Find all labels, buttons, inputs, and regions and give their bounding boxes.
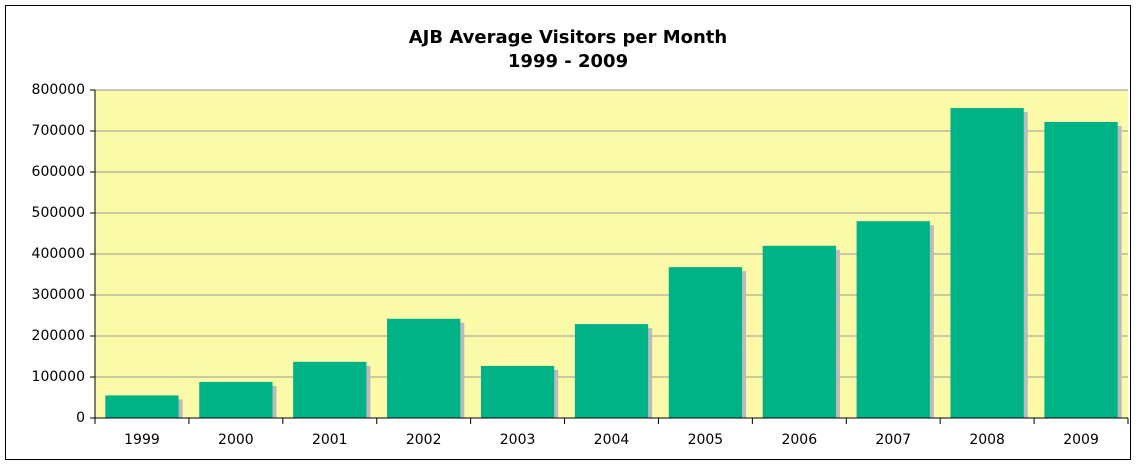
x-tick-label: 1999 [124, 432, 160, 448]
y-tick-label: 600000 [32, 164, 85, 180]
y-tick-label: 200000 [32, 328, 85, 344]
chart-title: AJB Average Visitors per Month [409, 27, 727, 48]
bar [668, 267, 743, 418]
x-tick-label: 2001 [312, 432, 348, 448]
bar [856, 221, 930, 418]
y-tick-label: 500000 [32, 205, 85, 221]
bar [1044, 121, 1118, 418]
bar [199, 381, 273, 418]
bar [480, 365, 555, 418]
y-tick-label: 300000 [32, 287, 85, 303]
chart-subtitle: 1999 - 2009 [508, 51, 628, 72]
bar [105, 395, 179, 418]
y-tick-label: 700000 [32, 123, 85, 139]
x-tick-label: 2005 [688, 432, 724, 448]
y-tick-label: 400000 [32, 246, 85, 262]
bar [387, 318, 461, 418]
bar [762, 245, 836, 418]
bar [293, 361, 367, 418]
x-tick-label: 2004 [594, 432, 630, 448]
y-tick-label: 0 [76, 410, 85, 426]
bar [574, 324, 649, 418]
x-tick-label: 2008 [969, 432, 1005, 448]
x-tick-label: 2000 [218, 432, 254, 448]
x-tick-label: 2003 [500, 432, 536, 448]
x-tick-label: 2006 [781, 432, 817, 448]
bar [950, 108, 1024, 418]
y-tick-label: 800000 [32, 82, 85, 98]
y-tick-label: 100000 [32, 369, 85, 385]
x-tick-label: 2007 [875, 432, 911, 448]
x-tick-label: 2002 [406, 432, 442, 448]
x-tick-label: 2009 [1063, 432, 1099, 448]
